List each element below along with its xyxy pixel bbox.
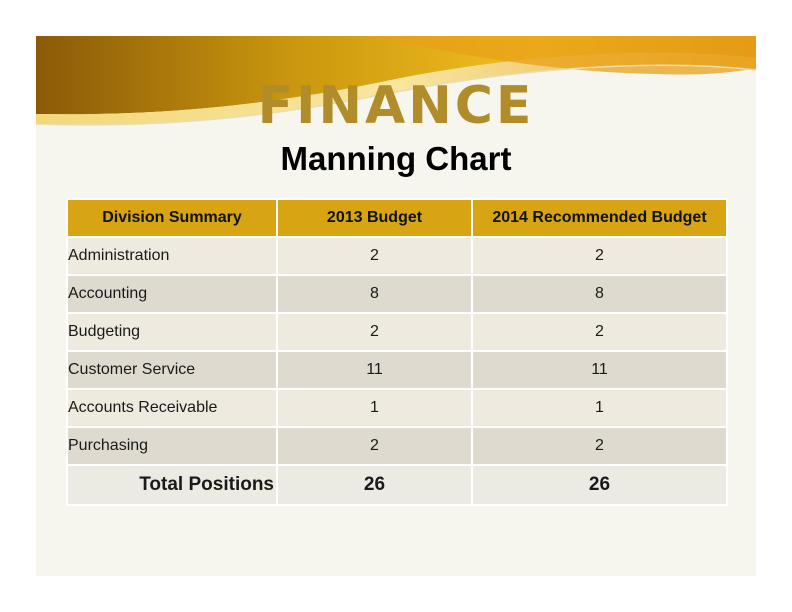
slide: FINANCE Manning Chart Division Summary 2…	[36, 36, 756, 576]
total-row: Total Positions 26 26	[66, 464, 728, 506]
total-label: Total Positions	[66, 464, 278, 506]
table-row: Budgeting 2 2	[66, 312, 728, 352]
slide-subtitle: Manning Chart	[280, 140, 512, 177]
budget-2014-value: 2	[471, 236, 728, 276]
division-name: Purchasing	[66, 426, 278, 466]
table-row: Customer Service 11 11	[66, 350, 728, 390]
total-2013-value: 26	[276, 464, 473, 506]
division-name: Customer Service	[66, 350, 278, 390]
table-row: Accounts Receivable 1 1	[66, 388, 728, 428]
budget-2014-value: 11	[471, 350, 728, 390]
table-row: Purchasing 2 2	[66, 426, 728, 466]
budget-2013-value: 2	[276, 236, 473, 276]
budget-2013-value: 2	[276, 312, 473, 352]
division-name: Accounting	[66, 274, 278, 314]
header-2013-budget: 2013 Budget	[276, 198, 473, 238]
division-name: Accounts Receivable	[66, 388, 278, 428]
budget-2013-value: 2	[276, 426, 473, 466]
budget-2013-value: 1	[276, 388, 473, 428]
budget-2014-value: 2	[471, 312, 728, 352]
slide-title: FINANCE	[257, 76, 535, 136]
table-row: Accounting 8 8	[66, 274, 728, 314]
budget-2014-value: 2	[471, 426, 728, 466]
budget-2013-value: 11	[276, 350, 473, 390]
table-row: Administration 2 2	[66, 236, 728, 276]
budget-2014-value: 1	[471, 388, 728, 428]
division-name: Administration	[66, 236, 278, 276]
total-2014-value: 26	[471, 464, 728, 506]
decorative-swoosh-banner	[36, 36, 756, 126]
manning-table: Division Summary 2013 Budget 2014 Recomm…	[66, 198, 728, 506]
division-name: Budgeting	[66, 312, 278, 352]
budget-2014-value: 8	[471, 274, 728, 314]
header-division-summary: Division Summary	[66, 198, 278, 238]
budget-2013-value: 8	[276, 274, 473, 314]
header-2014-budget: 2014 Recommended Budget	[471, 198, 728, 238]
table-header-row: Division Summary 2013 Budget 2014 Recomm…	[66, 198, 728, 238]
